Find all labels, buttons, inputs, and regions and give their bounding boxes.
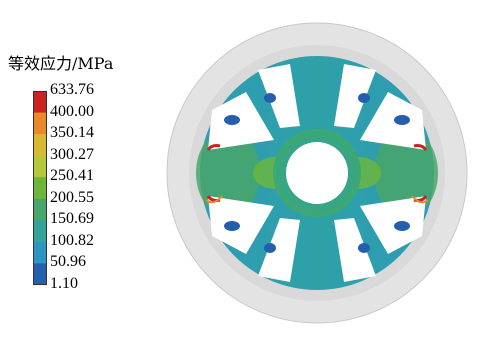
legend-swatch-9 [33, 263, 47, 285]
low-stress-patch-1 [224, 115, 240, 125]
legend-swatch-7 [33, 220, 47, 242]
legend-swatch-6 [33, 199, 47, 221]
low-stress-patch-2 [394, 115, 410, 125]
legend-value-8: 100.82 [50, 233, 94, 249]
legend-value-4: 300.27 [50, 147, 94, 163]
legend-value-9: 50.96 [50, 254, 86, 270]
low-stress-patch-8 [358, 243, 370, 253]
legend-value-7: 150.69 [50, 211, 94, 227]
low-stress-patch-3 [224, 221, 240, 231]
legend-value-10: 1.10 [50, 276, 78, 292]
low-stress-patch-6 [358, 93, 370, 103]
legend-value-3: 350.14 [50, 125, 94, 141]
low-stress-patch-5 [264, 93, 276, 103]
legend-swatch-1 [33, 91, 47, 113]
legend-value-6: 200.55 [50, 190, 94, 206]
legend-color-bar [33, 91, 47, 285]
legend-swatch-2 [33, 113, 47, 135]
legend-swatch-3 [33, 134, 47, 156]
legend-value-5: 250.41 [50, 168, 94, 184]
low-stress-patch-7 [264, 243, 276, 253]
legend-title: 等效应力/MPa [8, 50, 113, 74]
low-stress-patch-4 [394, 221, 410, 231]
legend-swatch-5 [33, 177, 47, 199]
center-bore [286, 142, 348, 204]
legend-value-1: 633.76 [50, 82, 94, 98]
stress-contour-plot [150, 0, 486, 346]
legend-swatch-4 [33, 156, 47, 178]
legend-value-2: 400.00 [50, 104, 94, 120]
legend-swatch-8 [33, 242, 47, 264]
